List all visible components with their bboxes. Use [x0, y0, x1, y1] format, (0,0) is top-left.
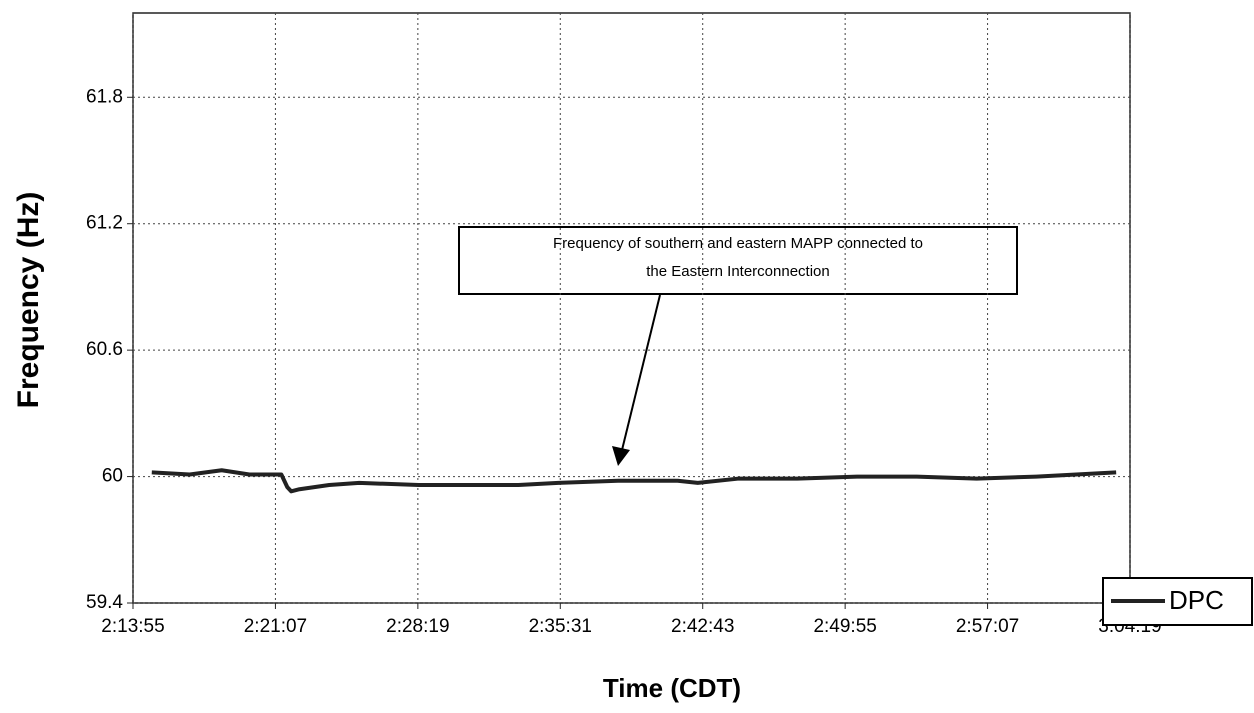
plot-frame: [132, 12, 1131, 604]
y-tick-label: 61.8: [86, 86, 123, 107]
x-tick-label: 2:57:07: [956, 616, 1019, 637]
y-tick-label: 61.2: [86, 213, 123, 234]
annotation-arrow: [621, 294, 661, 451]
x-tick-label: 2:42:43: [671, 616, 734, 637]
annotation-text: the Eastern Interconnection: [646, 263, 829, 280]
y-tick-label: 60: [102, 466, 123, 487]
x-tick-label: 2:35:31: [529, 616, 592, 637]
y-tick-label: 59.4: [86, 592, 123, 613]
x-tick-label: 2:28:19: [386, 616, 449, 637]
y-tick-label: 60.6: [86, 339, 123, 360]
annotation-text: Frequency of southern and eastern MAPP c…: [553, 235, 923, 252]
arrow-head: [612, 446, 630, 466]
y-axis-label: Frequency (Hz): [12, 192, 45, 409]
x-tick-label: 2:49:55: [813, 616, 876, 637]
x-tick-label: 2:13:55: [101, 616, 164, 637]
plot-area: [132, 13, 1131, 604]
legend-label: DPC: [1169, 585, 1224, 615]
data-line: [151, 468, 1117, 494]
annotation-box: [458, 226, 1018, 295]
x-tick-label: 2:21:07: [244, 616, 307, 637]
x-axis-label: Time (CDT): [603, 673, 741, 703]
